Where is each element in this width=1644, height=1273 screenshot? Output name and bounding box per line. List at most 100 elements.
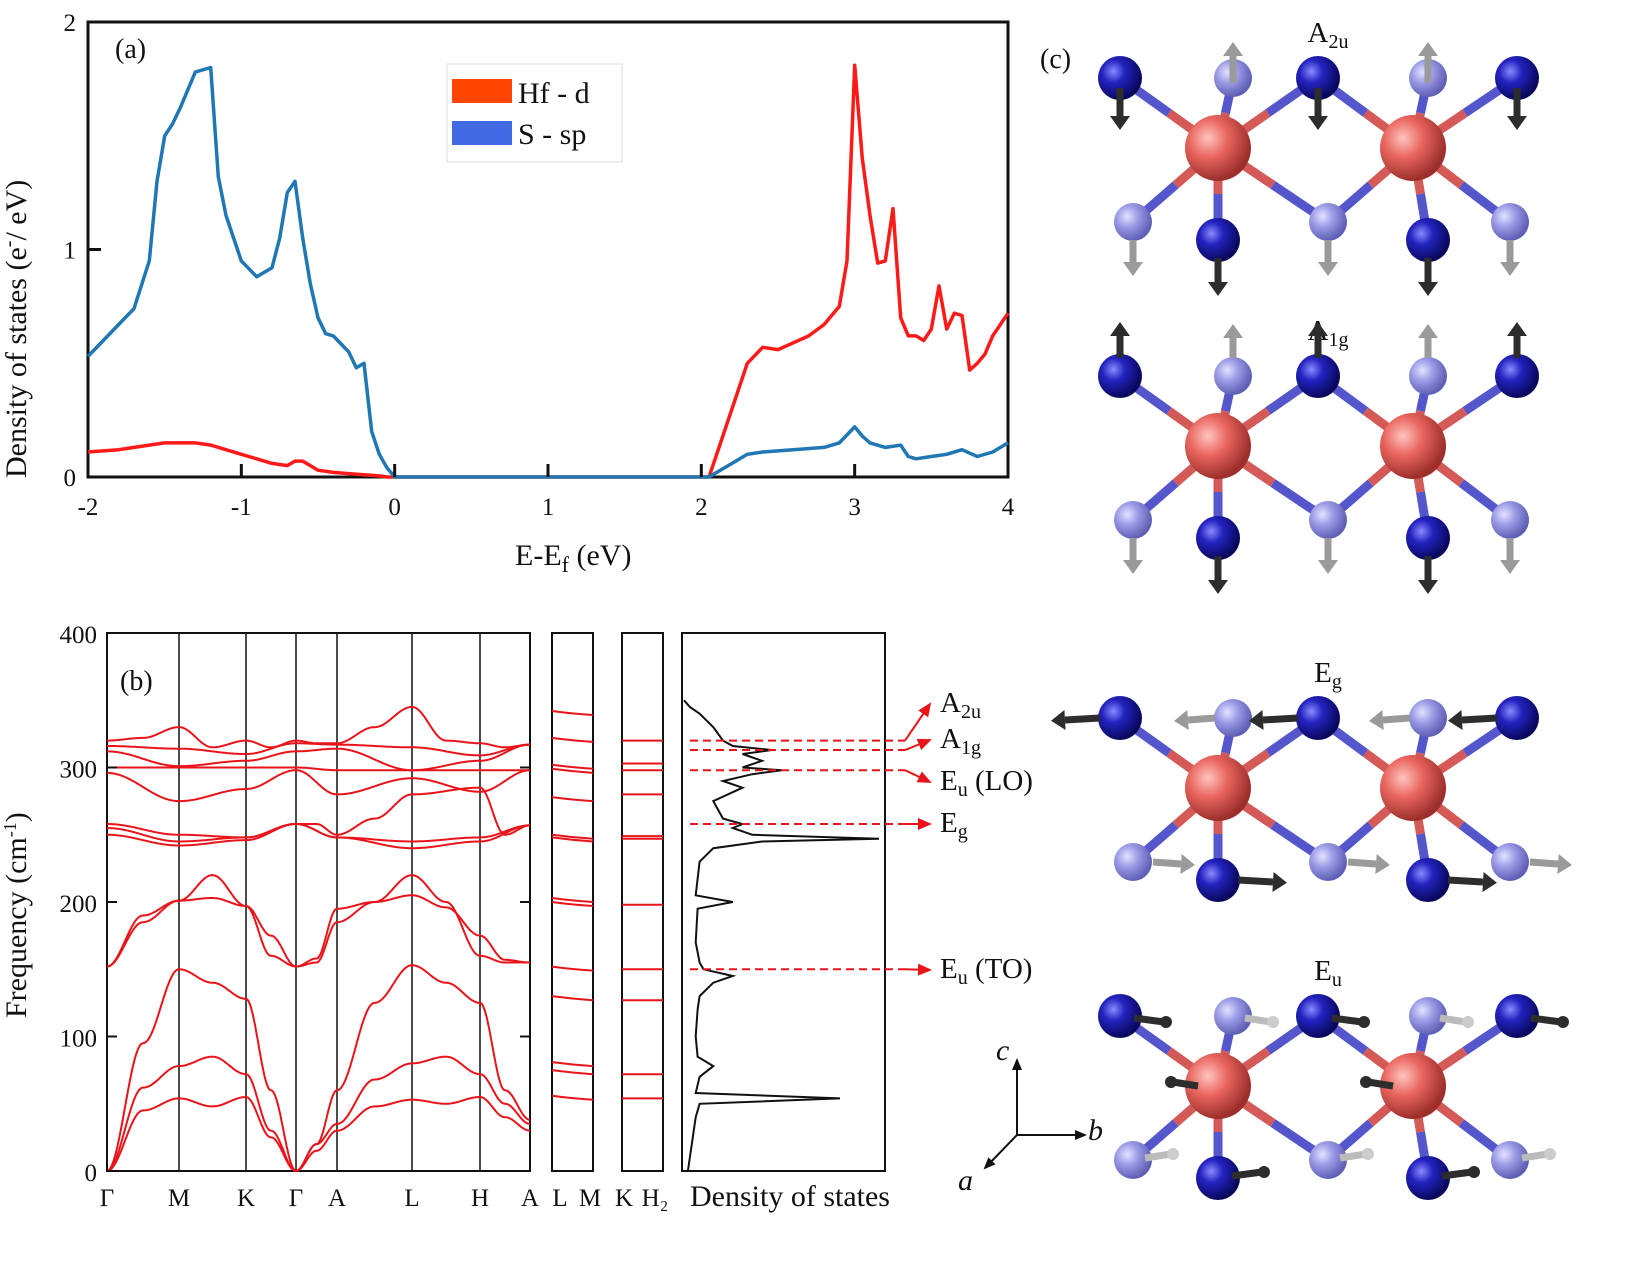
mode-label: Eg bbox=[940, 807, 968, 843]
displacement-arrow-head bbox=[1123, 262, 1143, 276]
mode-diagram: Eu bbox=[1098, 955, 1569, 1200]
atom bbox=[1468, 1166, 1480, 1178]
atom bbox=[1309, 501, 1347, 539]
atom bbox=[1098, 56, 1142, 100]
atom bbox=[1114, 1141, 1152, 1179]
displacement-stub bbox=[1441, 1168, 1473, 1180]
panel-a-xlabel: E-Ef (eV) bbox=[515, 539, 631, 577]
phonon-dos-line bbox=[683, 699, 880, 1172]
atom bbox=[1214, 699, 1252, 737]
phonon-band-line bbox=[107, 769, 530, 803]
atom bbox=[1196, 516, 1240, 560]
atom bbox=[1380, 115, 1446, 181]
displacement-arrow-head bbox=[1223, 324, 1243, 338]
displacement-arrow bbox=[1152, 858, 1182, 868]
atom bbox=[1098, 354, 1142, 398]
displacement-arrow-head bbox=[1318, 262, 1338, 276]
crystal-axes: c b a bbox=[958, 1034, 1103, 1197]
displacement-arrow-head bbox=[1308, 116, 1328, 130]
phonon-band-line-lm bbox=[551, 767, 594, 774]
displacement-arrow-head bbox=[1500, 560, 1520, 574]
atom bbox=[1185, 1053, 1251, 1119]
mode-diagram: A2u bbox=[1098, 17, 1539, 296]
k-point-label: A bbox=[328, 1185, 346, 1212]
displacement-arrow-head bbox=[1208, 282, 1228, 296]
k-point-label: L bbox=[552, 1185, 567, 1212]
x-tick-label: 0 bbox=[388, 494, 401, 521]
phonon-band-line bbox=[106, 874, 530, 968]
y-tick-label: 200 bbox=[60, 891, 98, 918]
mode-diagram-title: Eg bbox=[1314, 657, 1342, 693]
panel-a-legend: Hf - d S - sp bbox=[446, 63, 623, 163]
mode-diagram-title: Eu bbox=[1314, 955, 1342, 991]
panel-b-dos-label: Density of states bbox=[690, 1180, 890, 1213]
atom bbox=[1380, 413, 1446, 479]
displacement-arrow-head bbox=[1507, 116, 1527, 130]
displacement-arrow bbox=[1347, 858, 1377, 868]
atom bbox=[1491, 203, 1529, 241]
atom bbox=[1185, 413, 1251, 479]
legend-label-s-sp: S - sp bbox=[518, 118, 586, 151]
atom bbox=[1491, 1141, 1529, 1179]
mode-arrow bbox=[904, 702, 932, 742]
k-point-label: M bbox=[168, 1185, 190, 1212]
panel-b-frame-dos bbox=[681, 632, 886, 1172]
mode-label: A2u bbox=[940, 687, 981, 723]
displacement-arrow bbox=[1064, 714, 1101, 724]
phonon-band-line bbox=[107, 823, 530, 850]
mode-label: Eu (TO) bbox=[940, 953, 1032, 989]
phonon-band-line-lm bbox=[551, 796, 594, 803]
mode-label: A1g bbox=[940, 723, 981, 759]
displacement-arrow-head bbox=[1507, 322, 1527, 336]
phonon-band-line-lm bbox=[551, 897, 594, 903]
displacement-arrow-head bbox=[1249, 710, 1264, 730]
atom bbox=[1196, 218, 1240, 262]
atom bbox=[1165, 1076, 1177, 1088]
phonon-band-line bbox=[106, 1055, 530, 1173]
atom bbox=[1267, 1016, 1279, 1028]
atom bbox=[1362, 1148, 1374, 1160]
legend-label-hf-d: Hf - d bbox=[518, 77, 590, 110]
displacement-arrow bbox=[1237, 876, 1274, 886]
displacement-arrow-head bbox=[1110, 116, 1130, 130]
mode-label: Eu (LO) bbox=[940, 765, 1033, 801]
atom bbox=[1309, 843, 1347, 881]
k-point-label: H₂ bbox=[642, 1185, 669, 1212]
phonon-band-line bbox=[106, 1095, 531, 1173]
phonon-band-line-lm bbox=[551, 901, 594, 907]
axis-c-label: c bbox=[996, 1034, 1009, 1067]
phonon-band-line-lm bbox=[551, 1094, 594, 1101]
atom bbox=[1380, 1053, 1446, 1119]
atom bbox=[1409, 699, 1447, 737]
displacement-arrow-head bbox=[1482, 872, 1497, 892]
panel-b-ylabel: Frequency (cm-1) bbox=[0, 812, 33, 1018]
y-tick-label: 2 bbox=[64, 10, 77, 37]
legend-swatch-s-sp bbox=[452, 121, 512, 145]
displacement-stub bbox=[1367, 1078, 1394, 1090]
displacement-arrow-head bbox=[1110, 322, 1130, 336]
displacement-arrow bbox=[1461, 714, 1498, 724]
displacement-arrow-head bbox=[1318, 560, 1338, 574]
displacement-arrow bbox=[1187, 714, 1216, 724]
atom bbox=[1098, 696, 1142, 740]
phonon-band-line-lm bbox=[551, 736, 594, 743]
panel-b-frame-kh bbox=[621, 632, 664, 1172]
x-tick-label: 4 bbox=[1002, 494, 1015, 521]
atom bbox=[1214, 997, 1252, 1035]
phonon-band-line-lm bbox=[551, 710, 594, 716]
panel-a-ylabel: Density of states (e-/ eV) bbox=[0, 180, 33, 478]
k-point-label: H bbox=[471, 1185, 489, 1212]
atom bbox=[1309, 1141, 1347, 1179]
displacement-arrow-head bbox=[1448, 710, 1463, 730]
displacement-arrow-head bbox=[1418, 580, 1438, 594]
atom bbox=[1196, 1156, 1240, 1200]
phonon-band-line bbox=[107, 743, 530, 772]
y-tick-label: 100 bbox=[60, 1026, 98, 1053]
x-tick-label: -2 bbox=[78, 494, 99, 521]
x-tick-label: 3 bbox=[848, 494, 861, 521]
atom bbox=[1495, 354, 1539, 398]
phonon-band-line bbox=[107, 766, 530, 772]
phonon-band-line-lm bbox=[551, 965, 594, 972]
y-tick-label: 0 bbox=[64, 465, 77, 492]
